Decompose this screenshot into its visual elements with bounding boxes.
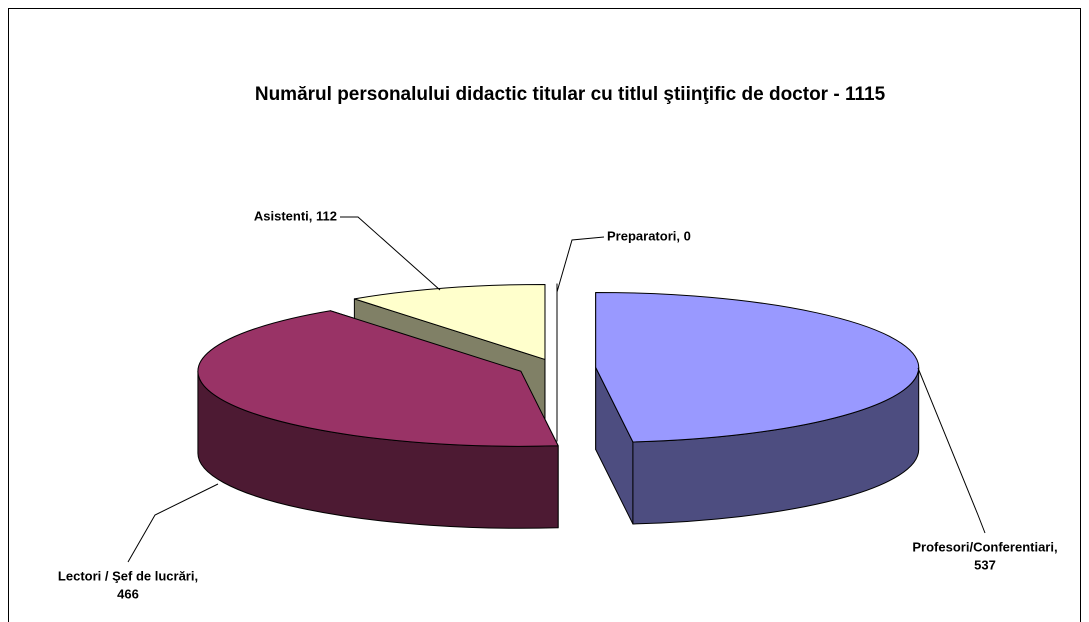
leader-line: [556, 236, 605, 293]
data-label: 537: [974, 557, 996, 572]
labels: Profesori/Conferentiari, 537 Lectori / Şef…: [58, 208, 1058, 601]
leader-line: [917, 367, 986, 534]
data-label: Asistenti, 112: [254, 208, 337, 223]
slice: [197, 310, 559, 447]
chart-title: Numărul personalului didactic titular cu…: [255, 84, 886, 105]
slice: [353, 283, 546, 360]
data-label: Profesori/Conferentiari,: [912, 539, 1057, 554]
data-label: Lectori / Şef de lucrări,: [58, 568, 198, 583]
leader-line: [127, 483, 219, 563]
pie: [197, 283, 920, 529]
slice: [595, 291, 920, 443]
leader-line: [340, 216, 441, 291]
data-label: Preparatori, 0: [607, 228, 691, 243]
chart-frame: [8, 8, 1081, 622]
data-label: 466: [117, 586, 139, 601]
